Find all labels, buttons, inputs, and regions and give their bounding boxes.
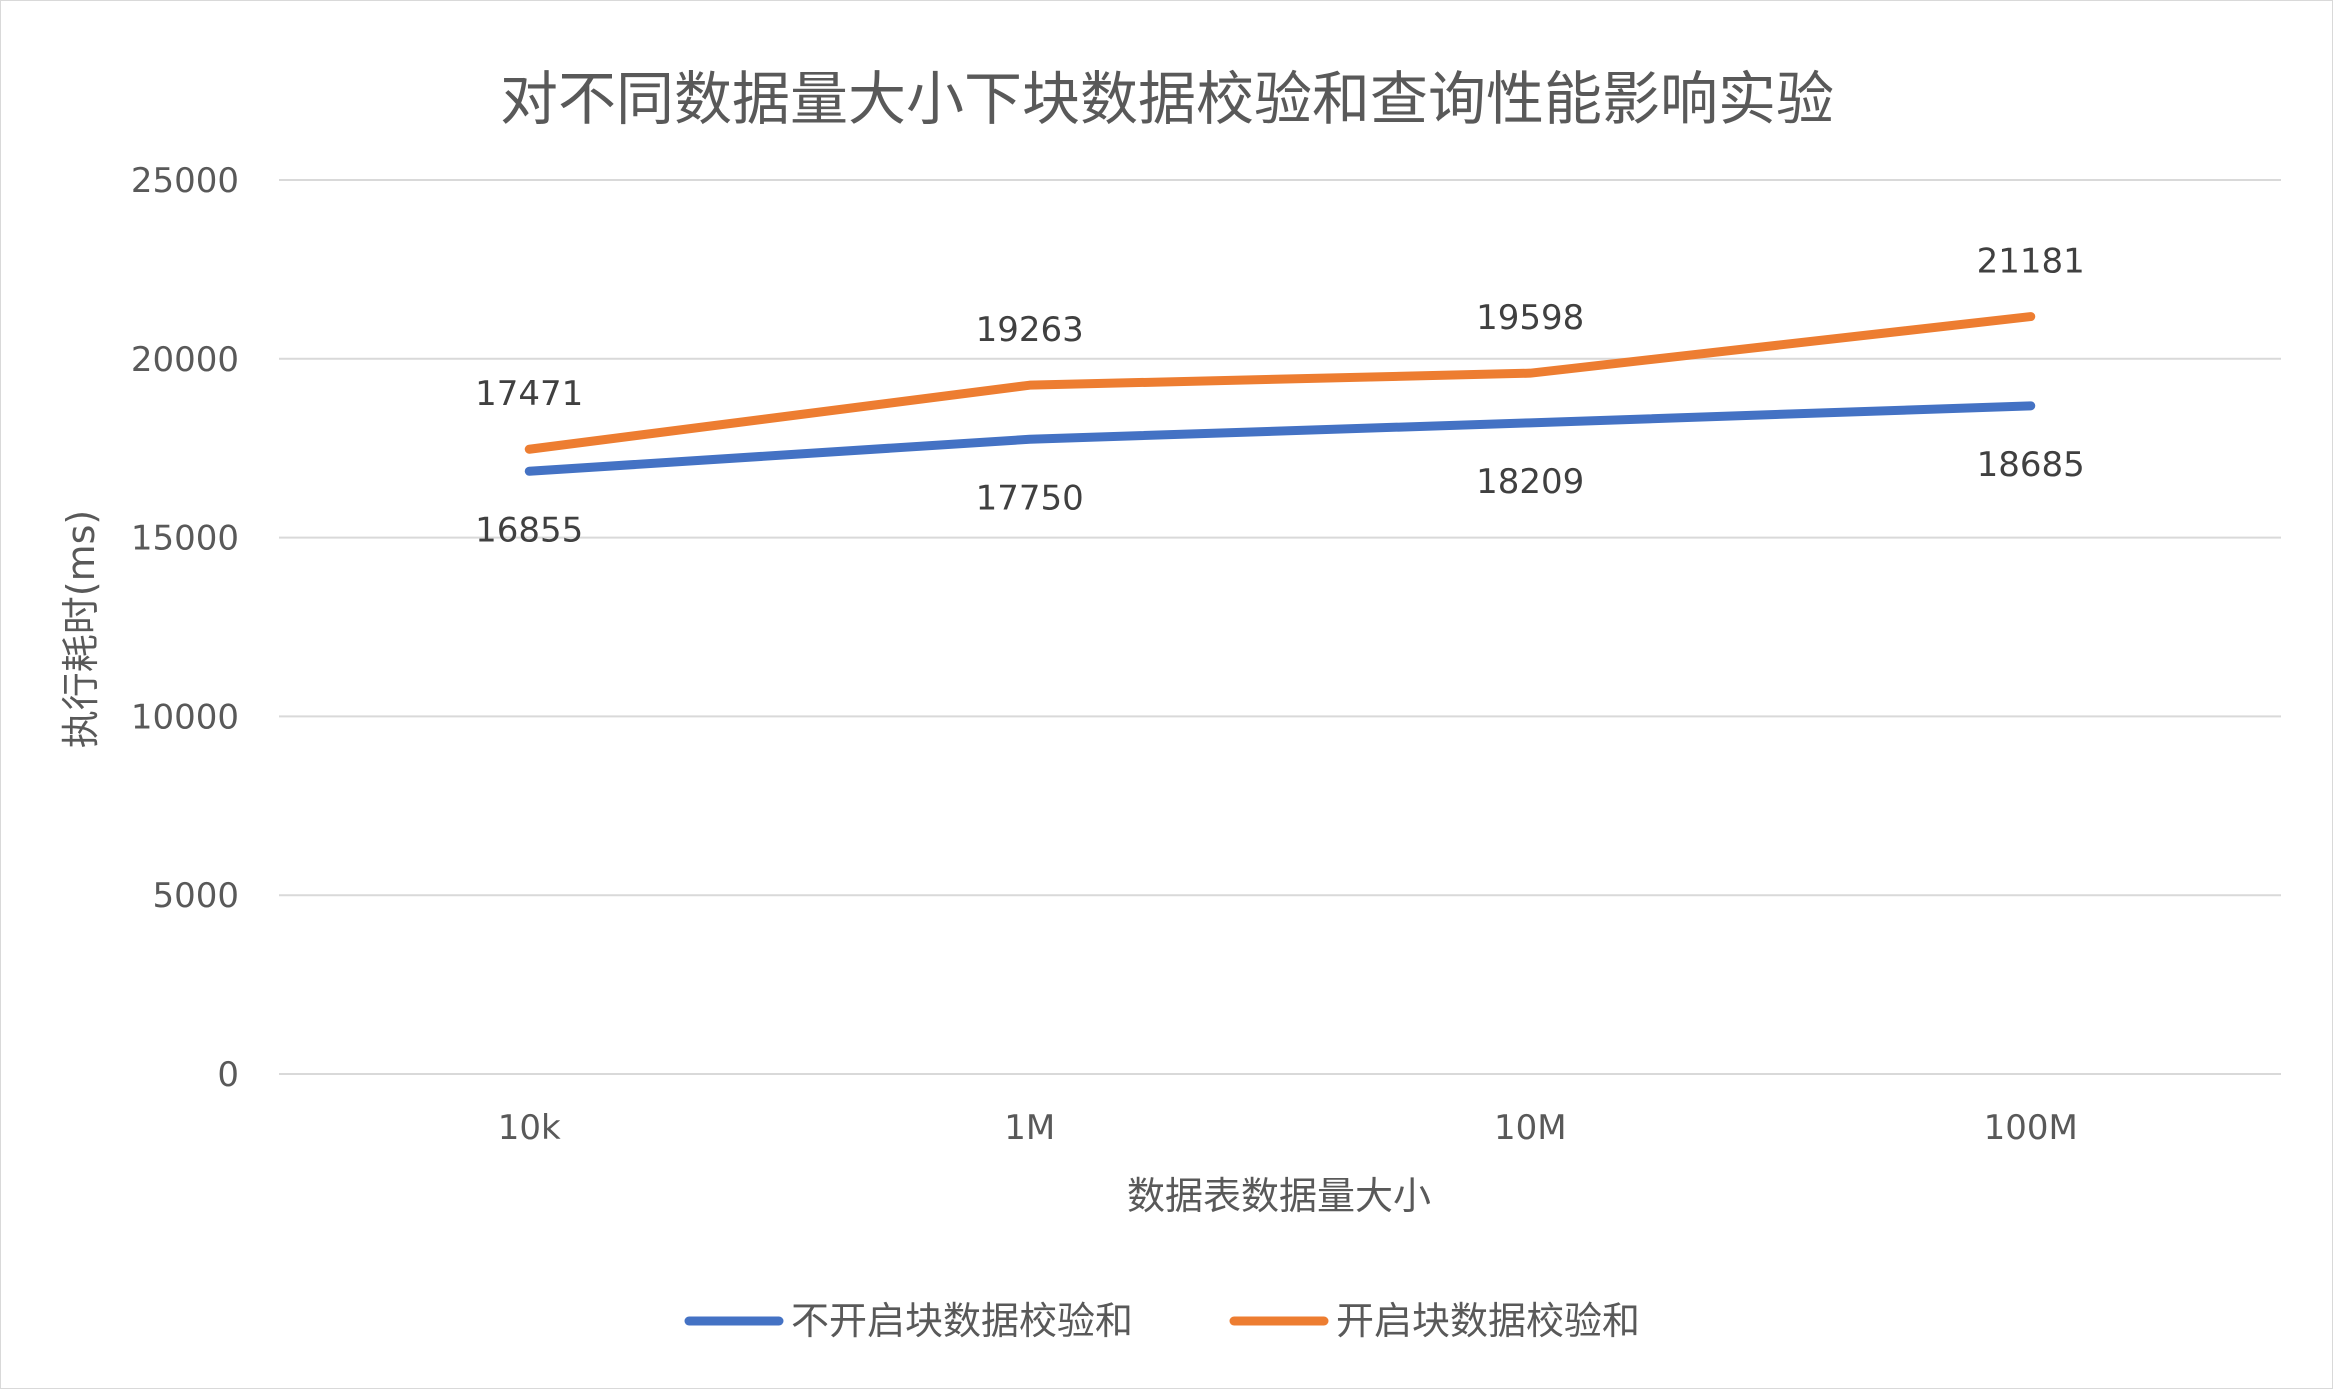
- y-tick-label: 5000: [152, 876, 239, 916]
- data-label: 17750: [976, 478, 1084, 518]
- data-label: 19598: [1476, 298, 1584, 338]
- y-tick-label: 25000: [131, 161, 239, 201]
- y-tick-label: 0: [217, 1055, 239, 1095]
- y-tick-label: 10000: [131, 697, 239, 737]
- series-line: [529, 406, 2031, 471]
- data-labels: 16855 17750 18209 18685 17471 19263 19598 21181: [475, 242, 2085, 551]
- x-tick-label: 100M: [1984, 1108, 2078, 1148]
- x-axis-title: 数据表数据量大小: [1127, 1174, 1431, 1218]
- legend-label: 开启块数据校验和: [1336, 1299, 1640, 1343]
- x-axis-ticks: 10k 1M 10M 100M: [498, 1108, 2078, 1148]
- x-tick-label: 1M: [1004, 1108, 1055, 1148]
- data-label: 18685: [1977, 445, 2085, 485]
- y-axis-ticks: 0 5000 10000 15000 20000 25000: [131, 161, 239, 1095]
- data-label: 16855: [475, 510, 583, 550]
- legend-label: 不开启块数据校验和: [791, 1299, 1133, 1343]
- gridlines: [279, 180, 2281, 1074]
- legend: 不开启块数据校验和 开启块数据校验和: [689, 1299, 1640, 1343]
- y-axis-title: 执行耗时(ms): [59, 510, 103, 748]
- y-tick-label: 15000: [131, 519, 239, 559]
- data-label: 21181: [1977, 242, 2085, 282]
- chart-title: 对不同数据量大小下块数据校验和查询性能影响实验: [500, 65, 1834, 133]
- data-label: 19263: [976, 310, 1084, 350]
- x-tick-label: 10k: [498, 1108, 561, 1148]
- data-label: 17471: [475, 374, 583, 414]
- x-tick-label: 10M: [1494, 1108, 1567, 1148]
- y-tick-label: 20000: [131, 340, 239, 380]
- data-label: 18209: [1476, 462, 1584, 502]
- series-lines: [529, 316, 2031, 471]
